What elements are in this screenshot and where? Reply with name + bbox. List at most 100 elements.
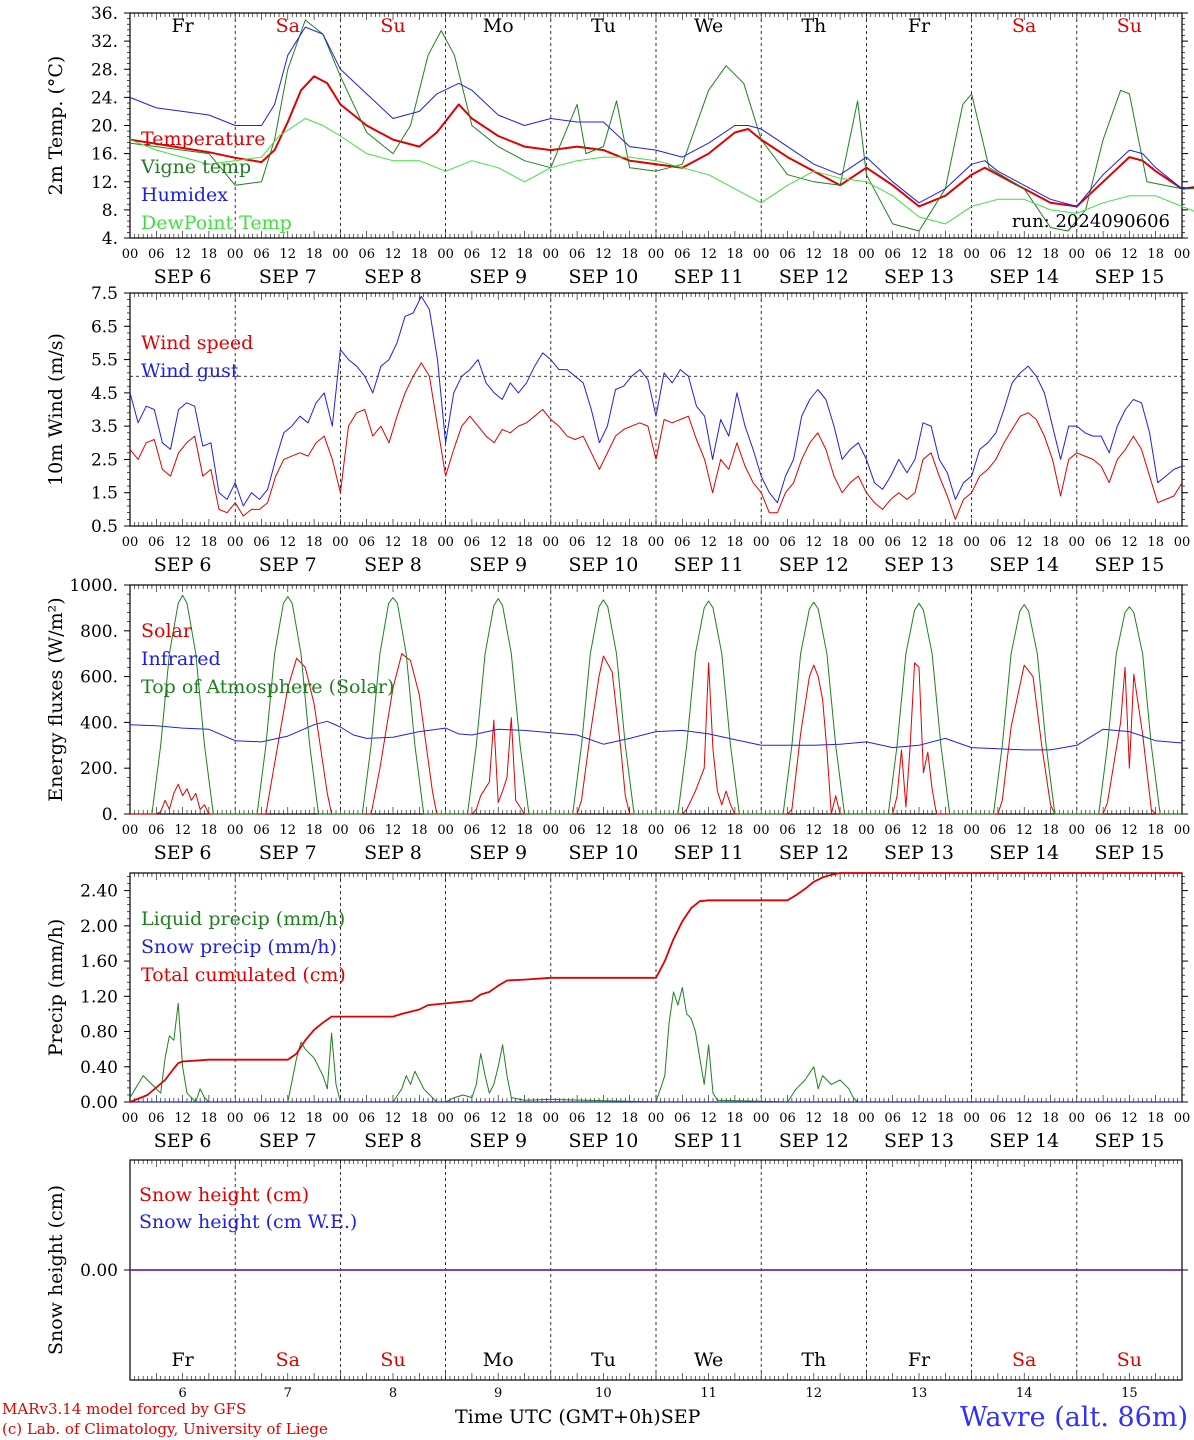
hour-tick-label: 12 <box>911 247 928 262</box>
hour-tick-label: 12 <box>911 535 928 550</box>
hour-tick-label: 06 <box>569 1111 586 1126</box>
hour-tick-label: 00 <box>227 1111 244 1126</box>
hour-tick-label: 18 <box>727 1111 744 1126</box>
hour-tick-label: 00 <box>753 1111 770 1126</box>
hour-tick-label: 06 <box>253 247 270 262</box>
hour-tick-label: 12 <box>174 535 191 550</box>
date-label: SEP 15 <box>1094 266 1164 288</box>
y-tick-label: 1.20 <box>80 987 118 1007</box>
hour-tick-label: 12 <box>911 1111 928 1126</box>
hour-tick-label: 18 <box>411 535 428 550</box>
hour-tick-label: 12 <box>1016 247 1033 262</box>
hour-tick-label: 00 <box>858 247 875 262</box>
legend-entry: Infrared <box>141 648 221 670</box>
hour-tick-label: 06 <box>779 535 796 550</box>
date-label: SEP 9 <box>469 554 527 576</box>
legend-entry: Top of Atmosphere (Solar) <box>141 676 394 698</box>
series-line-wind-speed <box>129 362 1183 520</box>
series-line-wind-gust <box>129 295 1183 507</box>
hour-tick-label: 18 <box>727 535 744 550</box>
hour-tick-label: 00 <box>332 247 349 262</box>
weekday-label: Sa <box>1012 1349 1036 1371</box>
hour-tick-label: 00 <box>1069 535 1086 550</box>
hour-tick-label: 06 <box>464 247 481 262</box>
hour-tick-label: 12 <box>1121 247 1138 262</box>
hour-tick-label: 06 <box>884 823 901 838</box>
y-tick-label: 5.5 <box>91 351 118 371</box>
station-name: Wavre (alt. 86m) <box>960 1402 1188 1433</box>
date-label: SEP 11 <box>674 554 744 576</box>
hour-tick-label: 00 <box>437 247 454 262</box>
hour-tick-label: 06 <box>569 823 586 838</box>
hour-tick-label: 06 <box>464 535 481 550</box>
date-label: SEP 15 <box>1094 554 1164 576</box>
day-number-label: 6 <box>178 1386 186 1401</box>
hour-tick-label: 00 <box>753 823 770 838</box>
y-tick-label: 24. <box>91 88 118 108</box>
hour-tick-label: 18 <box>1042 535 1059 550</box>
hour-tick-label: 12 <box>1121 1111 1138 1126</box>
hour-tick-label: 12 <box>174 823 191 838</box>
y-tick-label: 600. <box>80 668 118 688</box>
series-line-infrared <box>129 720 1183 751</box>
day-number-label: 11 <box>700 1386 717 1401</box>
hour-tick-label: 06 <box>990 247 1007 262</box>
x-axis-title-text: Time UTC (GMT+0h) <box>455 1406 661 1428</box>
date-label: SEP 14 <box>989 266 1059 288</box>
hour-tick-label: 18 <box>516 1111 533 1126</box>
hour-tick-label: 06 <box>990 1111 1007 1126</box>
hour-tick-label: 00 <box>122 1111 139 1126</box>
hour-tick-label: 12 <box>1121 535 1138 550</box>
date-label: SEP 13 <box>884 554 954 576</box>
date-label: SEP 13 <box>884 842 954 864</box>
hour-tick-label: 18 <box>832 247 849 262</box>
date-label: SEP 6 <box>154 554 212 576</box>
hour-tick-label: 00 <box>753 535 770 550</box>
hour-tick-label: 12 <box>911 823 928 838</box>
hour-tick-label: 18 <box>201 823 218 838</box>
hour-tick-label: 00 <box>1069 247 1086 262</box>
hour-tick-label: 12 <box>385 535 402 550</box>
y-tick-label: 2.40 <box>80 882 118 902</box>
y-tick-label: 1000. <box>69 576 118 596</box>
hour-tick-label: 00 <box>963 535 980 550</box>
hour-tick-label: 00 <box>332 1111 349 1126</box>
day-number-label: 13 <box>911 1386 928 1401</box>
hour-tick-label: 00 <box>1069 1111 1086 1126</box>
weekday-label: We <box>694 1349 723 1371</box>
y-tick-label: 20. <box>91 117 118 137</box>
hour-tick-label: 18 <box>306 535 323 550</box>
y-tick-label: 4. <box>102 229 118 249</box>
weekday-label: Mo <box>483 15 514 37</box>
y-tick-label: 2.5 <box>91 450 118 470</box>
weekday-label: Sa <box>1012 15 1036 37</box>
run-annotation: run: 2024090606 <box>1012 211 1170 232</box>
weekday-label: Tu <box>591 1349 616 1371</box>
x-axis-title: Time UTC (GMT+0h)SEP <box>455 1406 700 1428</box>
day-number-label: 8 <box>389 1386 397 1401</box>
hour-tick-label: 06 <box>358 535 375 550</box>
hour-tick-label: 18 <box>411 823 428 838</box>
hour-tick-label: 06 <box>253 535 270 550</box>
hour-tick-label: 18 <box>201 1111 218 1126</box>
y-tick-label: 800. <box>80 622 118 642</box>
hour-tick-label: 00 <box>122 247 139 262</box>
hour-tick-label: 00 <box>543 535 560 550</box>
series-line-total-cumulated-cm- <box>129 872 1182 1103</box>
date-label: SEP 12 <box>779 266 849 288</box>
weekday-label: Sa <box>276 1349 300 1371</box>
hour-tick-label: 00 <box>1174 1111 1191 1126</box>
hour-tick-label: 06 <box>674 1111 691 1126</box>
hour-tick-label: 18 <box>621 823 638 838</box>
hour-tick-label: 18 <box>201 247 218 262</box>
hour-tick-label: 06 <box>148 823 165 838</box>
hour-tick-label: 00 <box>648 535 665 550</box>
hour-tick-label: 00 <box>332 823 349 838</box>
hour-tick-label: 12 <box>385 823 402 838</box>
hour-tick-label: 06 <box>674 823 691 838</box>
day-number-label: 15 <box>1121 1386 1138 1401</box>
hour-tick-label: 12 <box>595 535 612 550</box>
day-number-label: 12 <box>806 1386 823 1401</box>
y-tick-label: 200. <box>80 759 118 779</box>
